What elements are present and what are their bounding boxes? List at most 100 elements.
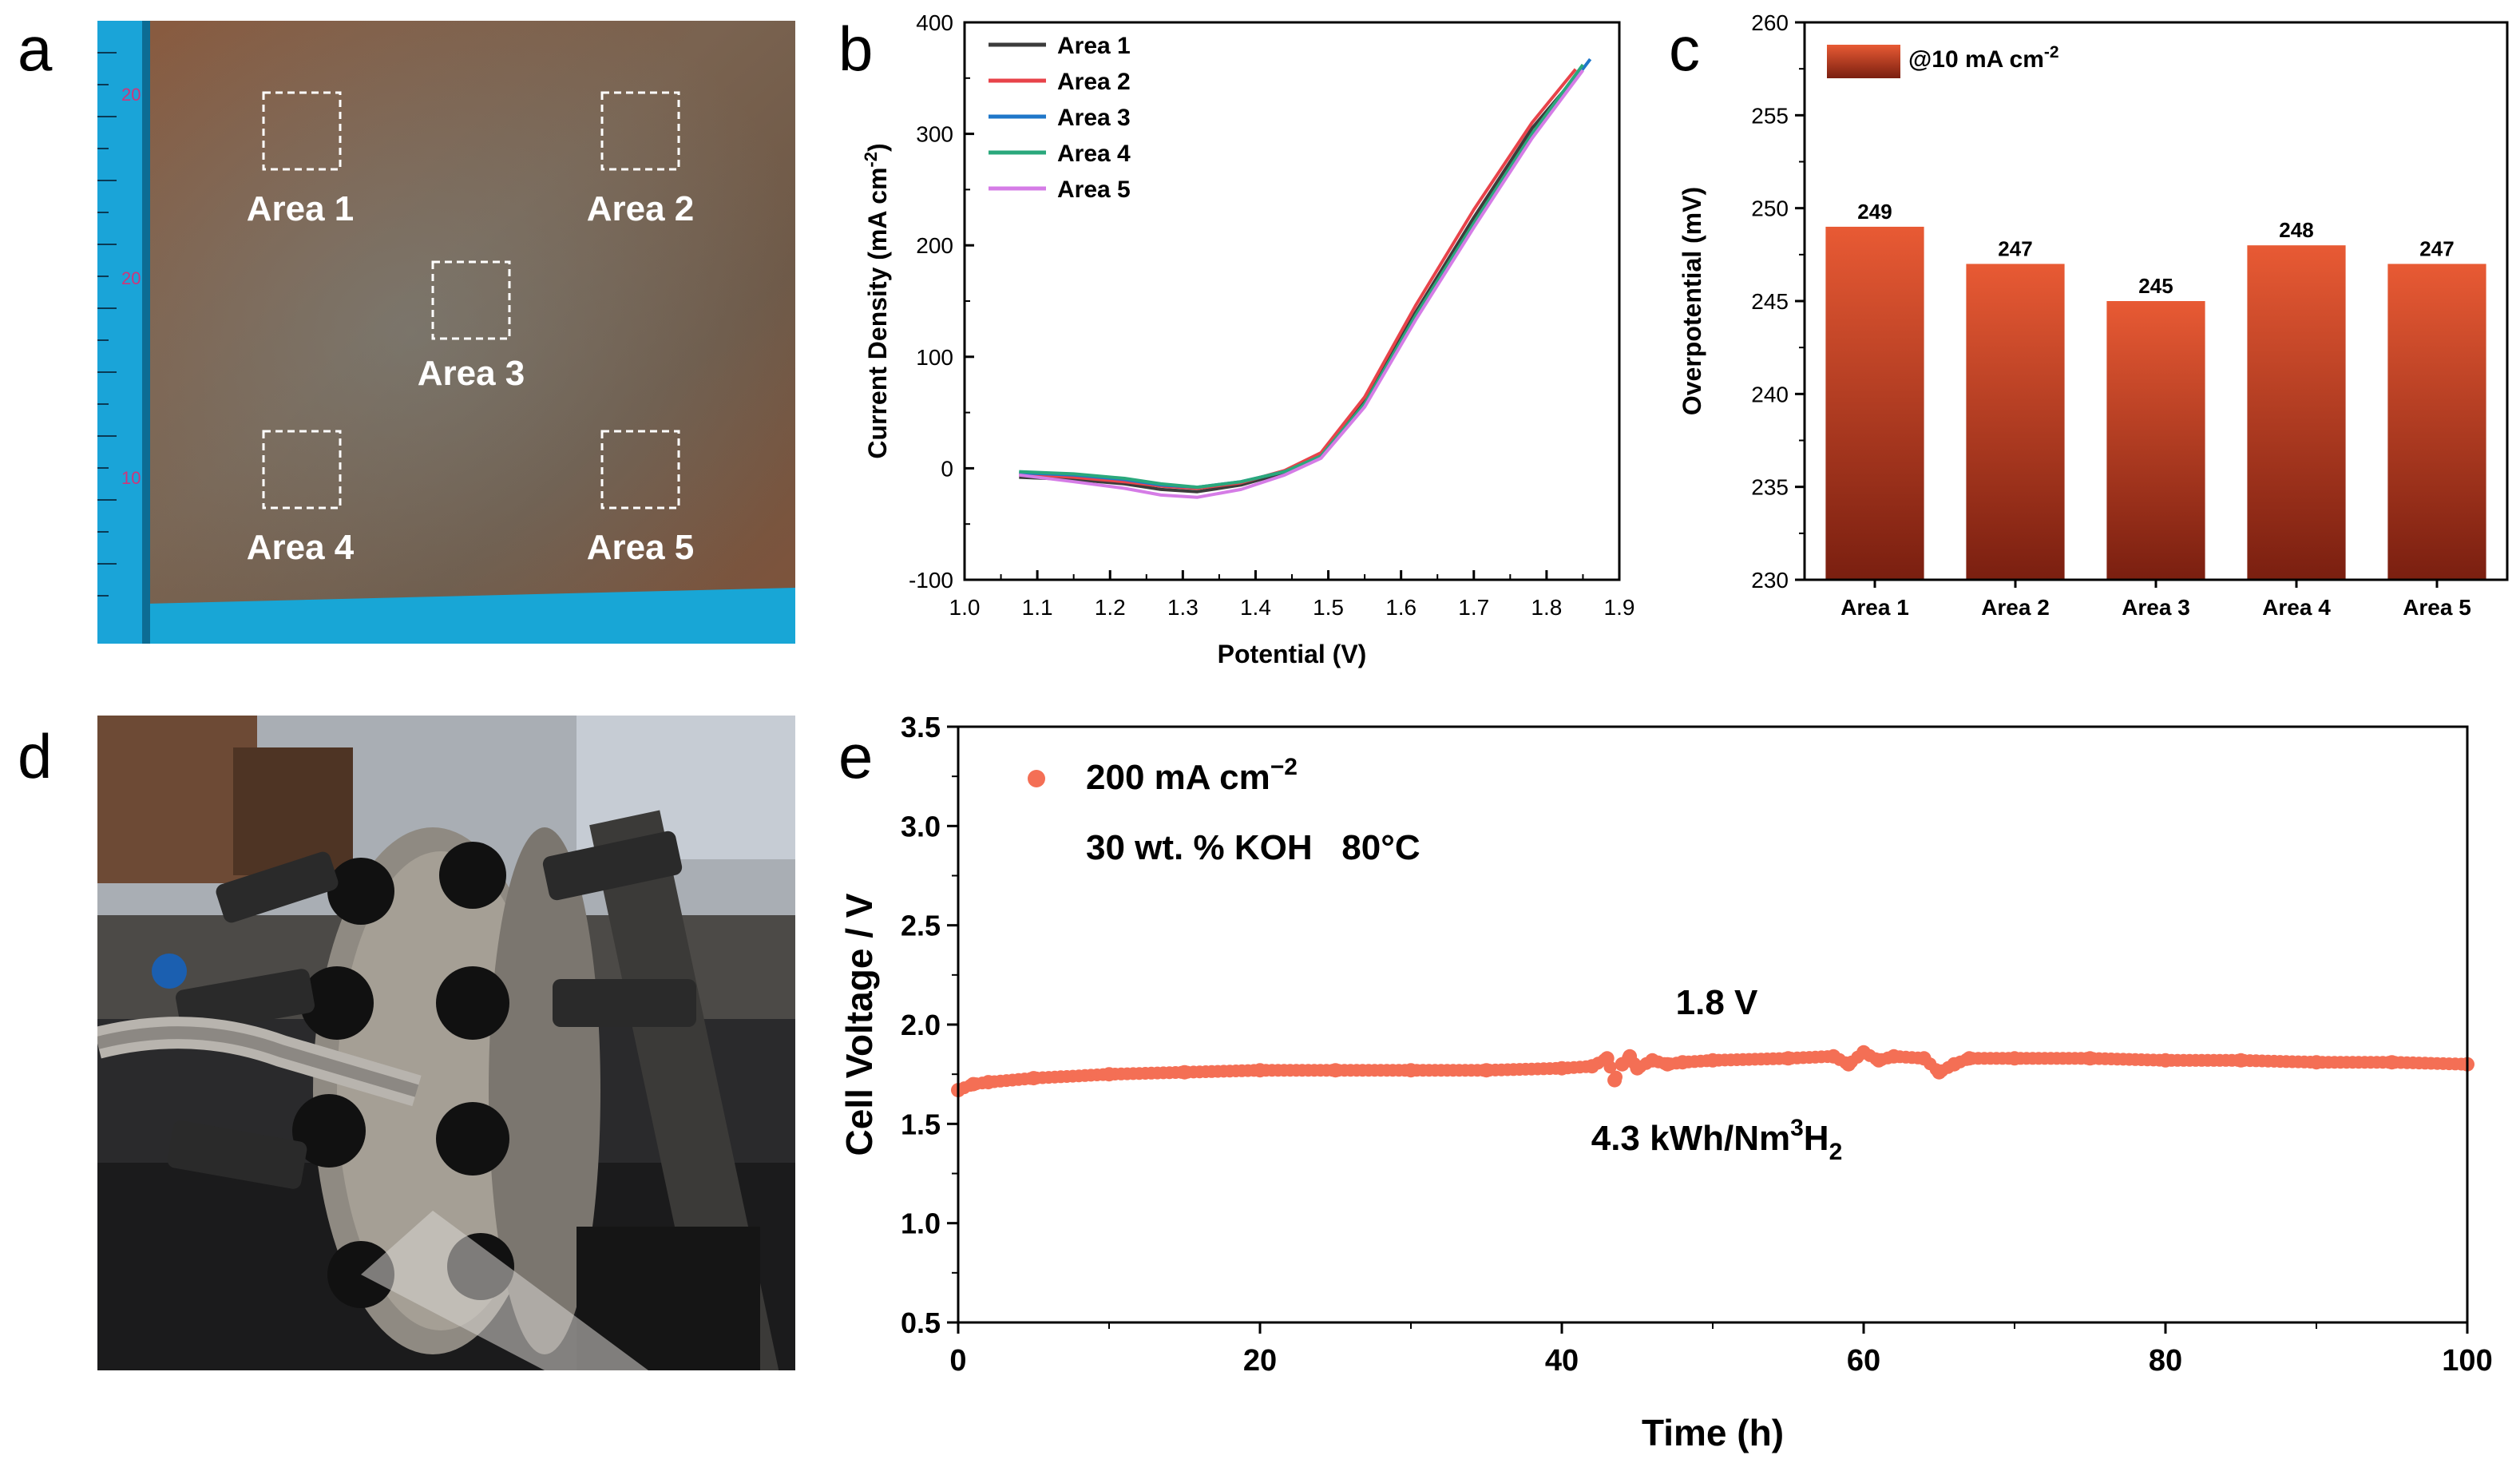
stability-data-point bbox=[1599, 1051, 1615, 1066]
overpotential-category-label: Area 1 bbox=[1840, 595, 1909, 620]
stability-data-point bbox=[1584, 1059, 1599, 1074]
area-1-label: Area 1 bbox=[247, 189, 355, 228]
stability-data-point bbox=[1947, 1057, 1962, 1072]
lsv-legend-label-3: Area 3 bbox=[1057, 105, 1131, 131]
stability-data-point bbox=[2309, 1055, 2324, 1070]
stability-y-tick-label: 2.0 bbox=[901, 1009, 941, 1041]
stability-data-point bbox=[1841, 1057, 1856, 1072]
overpotential-category-label: Area 3 bbox=[2122, 595, 2190, 620]
stability-data-point bbox=[1871, 1053, 1886, 1068]
lsv-y-tick-label: 400 bbox=[916, 10, 953, 35]
stability-chart: 0 20 40 60 80 100 0.5 1.0 1.5 2.0 2.5 3.0 3.5 200 mA… bbox=[838, 711, 2493, 1453]
lsv-y-tick-label: 100 bbox=[916, 345, 953, 370]
overpotential-bar bbox=[2387, 264, 2486, 580]
lsv-y-tick-label: 200 bbox=[916, 233, 953, 258]
overpotential-y-tick-label: 235 bbox=[1751, 475, 1789, 500]
stability-legend-label: 200 mA cm−2 bbox=[1086, 754, 1298, 797]
overpotential-chart: 249 Area 1 247 Area 2 245 Area 3 248 Area 4 247 A… bbox=[1678, 10, 2509, 620]
overpotential-y-tick-label: 255 bbox=[1751, 103, 1789, 128]
overpotential-category-label: Area 2 bbox=[1981, 595, 2050, 620]
lsv-series-line-4 bbox=[1019, 63, 1585, 490]
lsv-chart: 1.0 1.1 1.2 1.3 1.4 1.5 1.6 1.7 1.8 1.9 -100 0 100 20… bbox=[861, 10, 1635, 668]
area-5-box bbox=[600, 430, 680, 509]
ruler-mark: 10 bbox=[121, 468, 141, 488]
area-4-label: Area 4 bbox=[247, 528, 355, 567]
stability-data-point bbox=[1555, 1061, 1569, 1076]
lsv-x-tick-label: 1.3 bbox=[1167, 595, 1199, 620]
overpotential-bar-value: 249 bbox=[1857, 200, 1892, 224]
lsv-y-tick-label: -100 bbox=[909, 568, 953, 593]
stability-data-point bbox=[2007, 1051, 2022, 1066]
stability-data-point bbox=[1645, 1053, 1660, 1068]
lsv-x-tick-label: 1.0 bbox=[949, 595, 981, 620]
overpotential-bar-value: 247 bbox=[1998, 236, 2032, 260]
stability-data-point bbox=[1623, 1049, 1638, 1064]
area-5-label: Area 5 bbox=[587, 528, 695, 567]
area-2-label: Area 2 bbox=[587, 189, 695, 228]
lsv-plot-frame bbox=[963, 21, 1621, 581]
stability-data-point bbox=[1660, 1057, 1675, 1072]
electrode-photo: 20 20 10 Area 1 Area 2 Area 3 Area 4 Are… bbox=[97, 21, 795, 644]
stability-y-tick-label: 1.5 bbox=[901, 1108, 941, 1140]
stability-y-tick-label: 3.0 bbox=[901, 810, 941, 843]
stability-y-tick-label: 2.5 bbox=[901, 910, 941, 942]
area-2-box bbox=[600, 91, 680, 171]
energy-annotation: 4.3 kWh/Nm3H2 bbox=[1591, 1115, 1843, 1165]
lsv-x-axis-label: Potential (V) bbox=[1218, 640, 1367, 668]
lsv-x-tick-label: 1.1 bbox=[1022, 595, 1053, 620]
stability-data-point bbox=[1706, 1053, 1720, 1068]
area-3-box bbox=[431, 260, 511, 340]
stability-data-point bbox=[2082, 1051, 2098, 1066]
stability-data-point bbox=[1404, 1063, 1418, 1078]
lsv-x-tick-label: 1.5 bbox=[1313, 595, 1344, 620]
stability-data-point bbox=[1479, 1063, 1494, 1078]
stability-y-tick-label: 1.0 bbox=[901, 1207, 941, 1240]
overpotential-bar bbox=[1966, 264, 2065, 580]
lsv-x-tick-label: 1.4 bbox=[1240, 595, 1271, 620]
panel-label-e: e bbox=[838, 721, 874, 791]
stability-data-point bbox=[1328, 1063, 1343, 1078]
stability-data-point bbox=[1916, 1051, 1932, 1066]
stability-data-point bbox=[1177, 1065, 1192, 1080]
ruler-mark: 20 bbox=[121, 85, 141, 105]
stability-data-point bbox=[1253, 1063, 1267, 1078]
area-4-box bbox=[262, 430, 342, 509]
overpotential-y-tick-label: 250 bbox=[1751, 196, 1789, 221]
area-1-box bbox=[262, 91, 342, 171]
area-3-label: Area 3 bbox=[418, 354, 525, 393]
lsv-series-line-2 bbox=[1019, 68, 1577, 490]
stability-data-point bbox=[1102, 1067, 1116, 1082]
electrode-photo-graphic: 20 20 10 Area 1 Area 2 Area 3 Area 4 Are… bbox=[97, 21, 795, 644]
overpotential-legend-label: @10 mA cm-2 bbox=[1908, 43, 2059, 73]
stability-data-point bbox=[1886, 1049, 1901, 1064]
overpotential-bar bbox=[2247, 245, 2346, 580]
stability-data-point bbox=[981, 1075, 996, 1090]
lsv-y-tick-label: 300 bbox=[916, 122, 953, 147]
overpotential-y-tick-label: 240 bbox=[1751, 382, 1789, 406]
stability-plot-frame bbox=[957, 725, 2469, 1324]
stability-data-point bbox=[965, 1076, 981, 1092]
lsv-legend-label-4: Area 4 bbox=[1057, 141, 1131, 167]
stability-y-axis-label: Cell Voltage / V bbox=[838, 893, 880, 1156]
lsv-x-tick-label: 1.7 bbox=[1458, 595, 1489, 620]
lsv-legend-label-1: Area 1 bbox=[1057, 33, 1131, 59]
lsv-x-tick-label: 1.9 bbox=[1604, 595, 1635, 620]
stability-legend-marker bbox=[1028, 770, 1045, 787]
electrolyzer-photo-graphic bbox=[97, 716, 795, 1370]
stability-data-point bbox=[1781, 1051, 1796, 1066]
overpotential-y-tick-label: 245 bbox=[1751, 289, 1789, 314]
overpotential-bar-value: 247 bbox=[2419, 236, 2454, 260]
lsv-y-tick-label: 0 bbox=[941, 456, 953, 481]
stability-data-point bbox=[2158, 1053, 2173, 1068]
stability-y-tick-label: 3.5 bbox=[901, 711, 941, 743]
stability-data-point bbox=[1962, 1051, 1977, 1066]
overpotential-category-label: Area 4 bbox=[2262, 595, 2331, 620]
panel-label-a: a bbox=[18, 14, 53, 84]
lsv-x-tick-label: 1.8 bbox=[1531, 595, 1562, 620]
stability-data-point bbox=[1607, 1072, 1623, 1088]
ruler-mark: 20 bbox=[121, 268, 141, 288]
stability-data-point bbox=[1826, 1049, 1841, 1064]
overpotential-bar bbox=[2106, 301, 2205, 580]
lsv-legend-label-5: Area 5 bbox=[1057, 176, 1131, 203]
voltage-annotation: 1.8 V bbox=[1676, 983, 1758, 1022]
